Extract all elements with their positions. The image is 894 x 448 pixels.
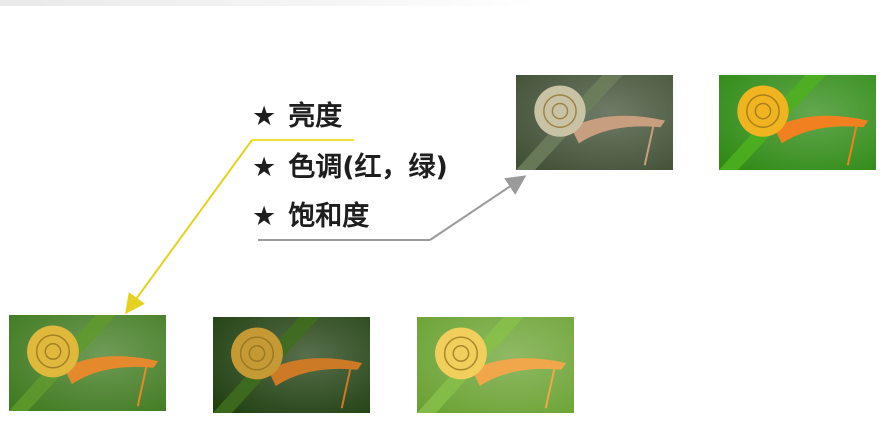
snail-illustration [213,317,370,413]
yellow-connector-arrow [125,139,253,315]
bullet-hue: ★ 色调(红，绿) [252,151,448,185]
bullet-label: 亮度 [288,101,343,132]
snail-illustration [9,315,166,411]
bullet-brightness: ★ 亮度 [252,100,342,134]
snail-illustration [719,75,876,170]
snail-photo-dark [213,317,370,413]
snail-photo-bright [417,317,574,413]
snail-photo-original [9,315,166,411]
bullet-label: 饱和度 [288,201,370,232]
star-icon: ★ [252,152,277,183]
snail-illustration [417,317,574,413]
snail-illustration [516,75,673,170]
snail-photo-saturated [719,75,876,170]
star-icon: ★ [252,201,277,232]
top-faded-bar [0,0,540,6]
bullet-label: 色调(红，绿) [288,152,448,183]
gray-connector-arrow [429,175,527,241]
star-icon: ★ [252,101,277,132]
snail-photo-desaturated [516,75,673,170]
bullet-saturation: ★ 饱和度 [252,200,369,234]
